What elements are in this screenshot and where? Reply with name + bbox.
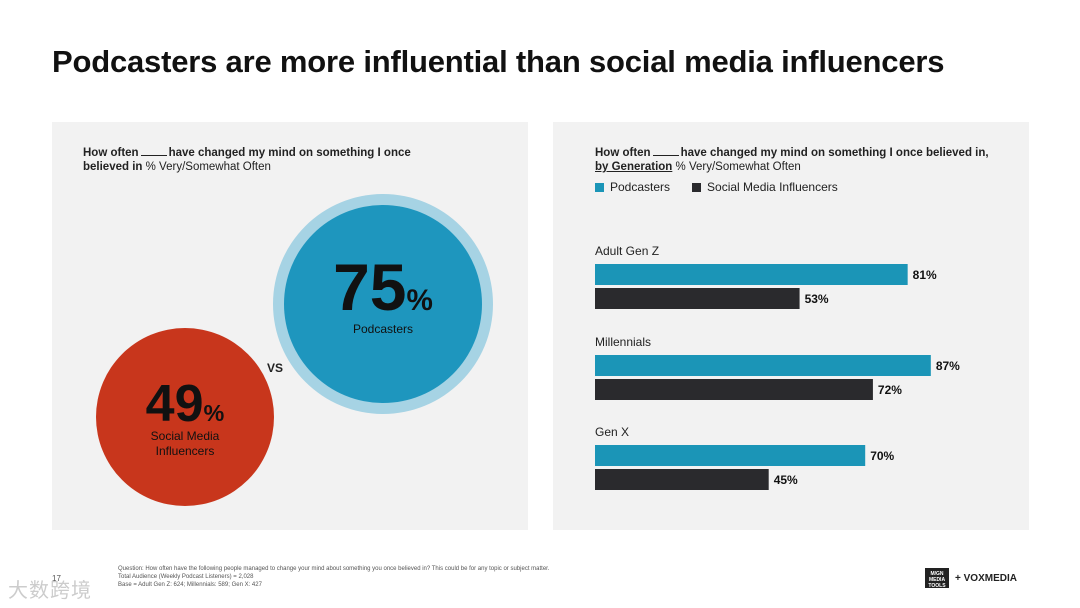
left-question-metric: % Very/Somewhat Often bbox=[145, 161, 271, 173]
podcasters-number: 75 bbox=[333, 250, 407, 324]
legend-label-influencers: Social Media Influencers bbox=[707, 180, 838, 194]
influencers-label: Social Media Influencers bbox=[125, 429, 245, 459]
bar-social-media-influencers-adult-gen-z bbox=[595, 288, 800, 309]
legend-swatch-influencers bbox=[692, 182, 702, 192]
right-question-metric: % Very/Somewhat Often bbox=[675, 161, 801, 173]
footnote-question: Question: How often have the following p… bbox=[118, 566, 550, 572]
category-label-adult-gen-z: Adult Gen Z bbox=[595, 244, 659, 258]
podcasters-circle bbox=[284, 205, 482, 403]
data-label-podcasters-adult-gen-z: 81% bbox=[913, 268, 937, 282]
data-label-podcasters-millennials: 87% bbox=[936, 359, 960, 373]
page-number: 17 bbox=[52, 574, 61, 583]
bar-social-media-influencers-millennials bbox=[595, 379, 873, 400]
right-question: How often have changed my mind on somethi… bbox=[595, 146, 1015, 174]
chart-legend: Podcasters Social Media Influencers bbox=[595, 180, 838, 194]
bar-podcasters-gen-x bbox=[595, 445, 866, 466]
influencers-circle bbox=[96, 328, 274, 506]
footnote-base: Base = Adult Gen Z: 624; Millennials: 58… bbox=[118, 582, 262, 588]
influencers-label-line1: Social Media bbox=[150, 429, 220, 443]
legend-label-podcasters: Podcasters bbox=[610, 180, 671, 194]
left-question: How often have changed my mind on somethi… bbox=[83, 146, 413, 174]
watermark: 大数跨境 bbox=[8, 580, 92, 602]
influencers-value: 49% bbox=[125, 376, 245, 441]
data-label-podcasters-gen-x: 70% bbox=[870, 449, 894, 463]
right-question-part1: How often bbox=[595, 147, 651, 159]
data-label-social-media-influencers-adult-gen-z: 53% bbox=[805, 292, 829, 306]
podcasters-value: 75% bbox=[313, 252, 453, 336]
bar-podcasters-adult-gen-z bbox=[595, 264, 908, 285]
blank-line bbox=[652, 146, 679, 156]
voxmedia-logo: + VOXMEDIA bbox=[955, 572, 1017, 584]
influencers-label-line2: Influencers bbox=[155, 444, 215, 458]
logos: M/GN MEDIA TOOLS + VOXMEDIA bbox=[925, 568, 1017, 589]
right-question-part2: have changed my mind on something I once… bbox=[680, 147, 989, 159]
footnote-audience: Total Audience (Weekly Podcast Listeners… bbox=[118, 574, 254, 580]
bar-podcasters-millennials bbox=[595, 355, 931, 376]
right-question-generation: by Generation bbox=[595, 161, 673, 173]
bar-social-media-influencers-gen-x bbox=[595, 469, 769, 490]
influencers-pct: % bbox=[203, 400, 225, 426]
page-title: Podcasters are more influential than soc… bbox=[52, 44, 945, 79]
podcasters-pct: % bbox=[406, 284, 433, 317]
media-tools-logo: M/GN MEDIA TOOLS bbox=[925, 568, 949, 589]
left-question-part1: How often bbox=[83, 147, 139, 159]
data-label-social-media-influencers-gen-x: 45% bbox=[774, 473, 798, 487]
category-label-gen-x: Gen X bbox=[595, 425, 629, 439]
footnote: Question: How often have the following p… bbox=[118, 565, 550, 589]
category-label-millennials: Millennials bbox=[595, 335, 651, 349]
podcasters-label: Podcasters bbox=[352, 322, 414, 336]
blank-line bbox=[140, 146, 167, 156]
legend-swatch-podcasters bbox=[595, 182, 604, 192]
left-question-part2: have changed my mind on something I once… bbox=[83, 147, 411, 173]
data-label-social-media-influencers-millennials: 72% bbox=[878, 383, 902, 397]
vs-label: VS bbox=[267, 361, 284, 375]
influencers-number: 49 bbox=[145, 375, 204, 433]
